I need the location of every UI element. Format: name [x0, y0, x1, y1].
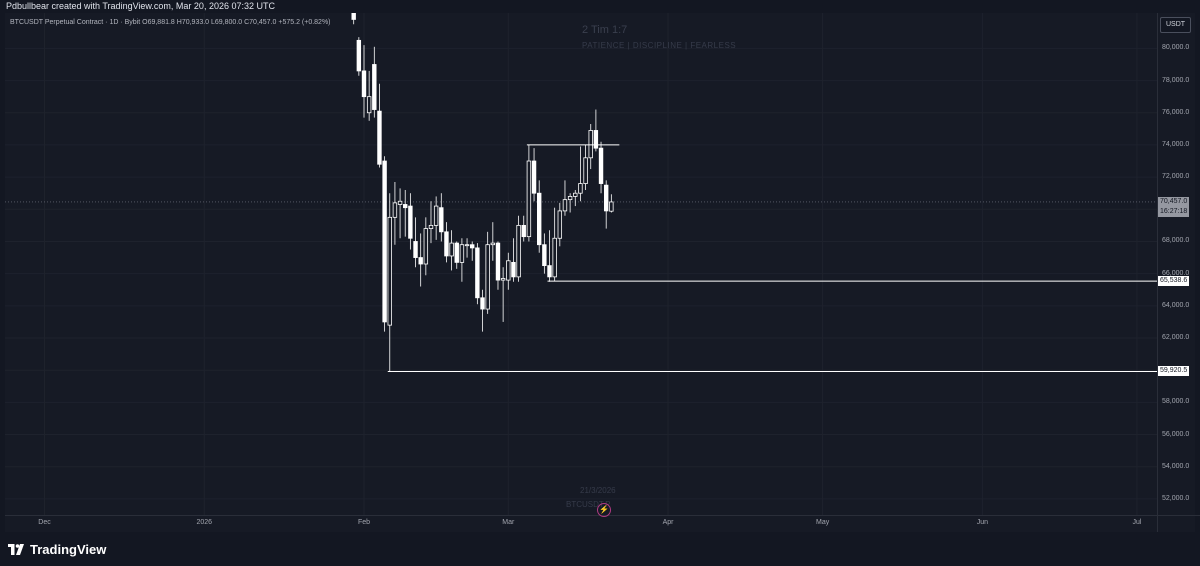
candle-down — [537, 192, 542, 246]
watermark-symbol: BTCUSDT.P — [566, 500, 611, 509]
candle-down — [542, 244, 547, 267]
candle-down — [547, 265, 552, 278]
time-tick-label: May — [815, 519, 830, 526]
watermark-date: 21/3/2026 — [580, 486, 616, 495]
candle-up — [433, 205, 439, 226]
candle-up — [490, 242, 496, 246]
price-tick-label: 58,000.0 — [1162, 398, 1190, 406]
candle-down — [408, 205, 413, 239]
candle-up — [526, 160, 532, 238]
candle-up — [387, 216, 392, 326]
candle-down — [361, 70, 367, 98]
candle-down — [470, 244, 475, 249]
time-tick-label: Dec — [38, 519, 51, 526]
candle-up — [449, 242, 454, 257]
last-price-label: 70,457.0 16:27:18 — [1158, 196, 1190, 217]
price-tick-label: 52,000.0 — [1162, 494, 1190, 502]
candle-up — [573, 192, 578, 197]
lightning-icon: ⚡ — [597, 503, 611, 517]
candle-up — [397, 200, 403, 205]
price-tick-label: 56,000.0 — [1162, 430, 1190, 438]
candle-down — [593, 130, 599, 149]
tradingview-mark-icon — [8, 544, 24, 555]
candle-up — [562, 199, 568, 212]
candle-up — [392, 202, 398, 218]
bar-countdown: 16:27:18 — [1160, 207, 1188, 215]
candle-down — [454, 242, 459, 263]
top-bar: Pdbullbear created with TradingView.com,… — [0, 0, 1200, 13]
publisher-credit: Pdbullbear created with TradingView.com,… — [6, 1, 275, 11]
price-tick-label: 66,000.0 — [1162, 269, 1190, 277]
candle-down — [531, 160, 537, 194]
price-tick-label: 74,000.0 — [1162, 140, 1190, 148]
candle-down — [495, 242, 501, 281]
price-tick-label: 54,000.0 — [1162, 462, 1190, 470]
candle-up — [567, 196, 573, 201]
candle-down — [439, 207, 444, 233]
time-tick-label: Jun — [976, 519, 989, 526]
price-tick-label: 80,000.0 — [1162, 44, 1190, 52]
last-price-value: 70,457.0 — [1160, 197, 1188, 205]
candle-up — [366, 96, 372, 114]
candle-down — [475, 247, 480, 299]
price-tick-label: 64,000.0 — [1162, 301, 1190, 309]
candle-up — [557, 210, 563, 239]
candle-down — [351, 13, 356, 20]
candle-down — [418, 257, 423, 265]
time-tick-label: Jul — [1132, 519, 1142, 526]
candle-down — [382, 160, 387, 323]
tradingview-wordmark: TradingView — [30, 542, 107, 557]
price-tick-label: 68,000.0 — [1162, 237, 1190, 245]
bottom-bar — [0, 532, 1200, 566]
candle-up — [552, 237, 557, 278]
candle-down — [403, 204, 408, 209]
time-tick-label: Mar — [502, 519, 515, 526]
price-tick-label: 78,000.0 — [1162, 76, 1190, 84]
candles-group — [351, 13, 614, 372]
candle-up — [428, 224, 434, 230]
candle-up — [485, 244, 490, 310]
candle-down — [413, 241, 418, 258]
price-tick-label: 62,000.0 — [1162, 334, 1190, 341]
time-tick-label: 2026 — [196, 519, 213, 526]
candle-up — [588, 130, 593, 159]
time-tick-label: Feb — [357, 519, 371, 526]
candle-down — [356, 39, 362, 72]
level-label-59920: 59,920.5 — [1158, 366, 1190, 377]
candle-down — [377, 110, 382, 165]
candle-down — [598, 147, 604, 184]
candle-up — [583, 157, 588, 184]
symbol-legend[interactable]: BTCUSDT Perpetual Contract · 1D · Bybit … — [10, 19, 331, 26]
candle-up — [459, 244, 465, 263]
tradingview-logo[interactable]: TradingView — [8, 542, 106, 557]
level-label-65538: 65,538.6 — [1158, 276, 1190, 287]
candle-down — [521, 224, 526, 238]
candle-down — [603, 184, 609, 212]
chart-pane[interactable] — [5, 13, 1195, 532]
candle-up — [516, 224, 521, 278]
candle-up — [506, 260, 511, 281]
price-tick-label: 72,000.0 — [1162, 173, 1190, 181]
candle-up — [464, 244, 470, 247]
candle-up — [578, 183, 583, 194]
price-tick-label: 76,000.0 — [1162, 108, 1190, 116]
candle-up — [500, 278, 506, 281]
candle-down — [480, 297, 485, 310]
candle-up — [609, 201, 614, 212]
candle-down — [511, 261, 516, 278]
time-tick-label: Apr — [662, 519, 674, 526]
candle-up — [423, 228, 429, 265]
candle-down — [372, 64, 377, 110]
candle-down — [444, 231, 449, 257]
currency-selector[interactable]: USDT — [1160, 17, 1191, 33]
